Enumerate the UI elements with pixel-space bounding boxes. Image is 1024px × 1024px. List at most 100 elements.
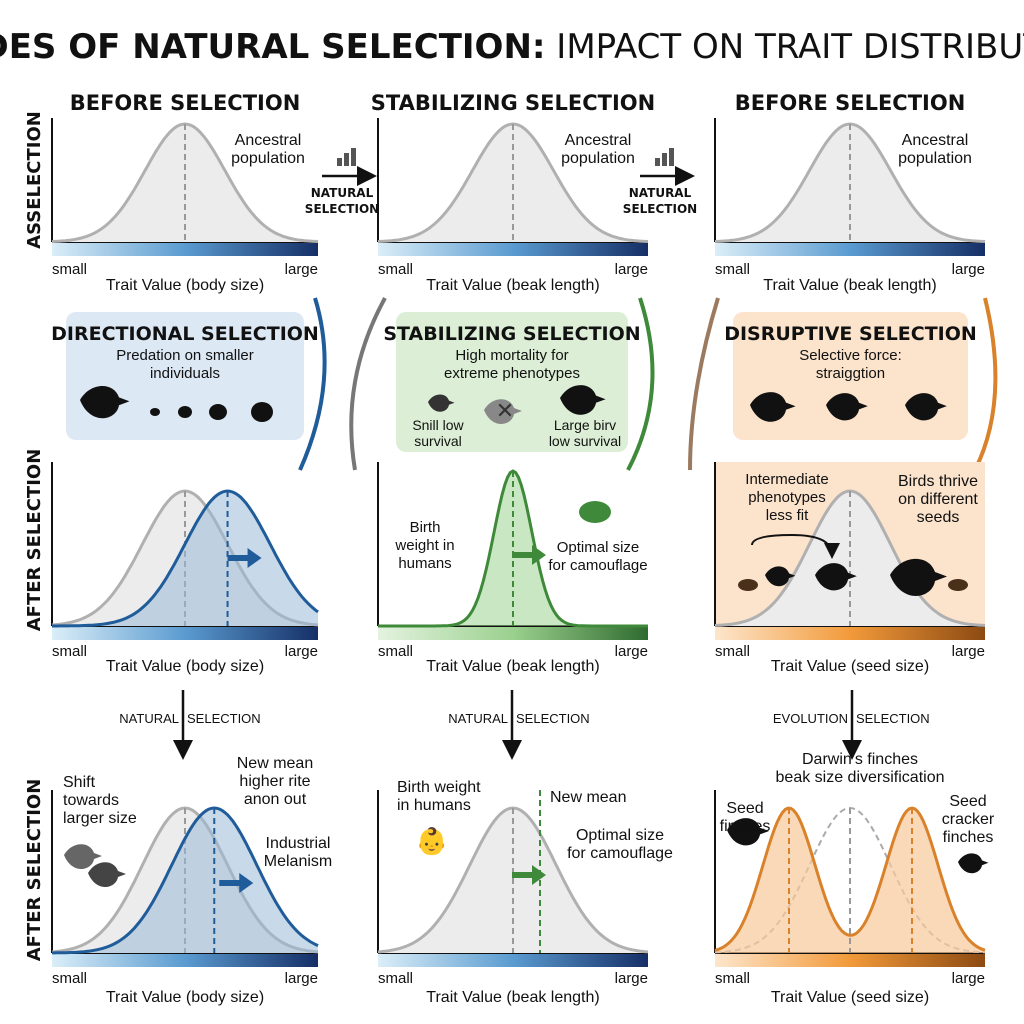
row4-col1-trait-gradient-bar xyxy=(378,953,648,967)
medium-bird-crossed-icon xyxy=(484,399,522,424)
birds-thrive-note: Birds thrive xyxy=(898,473,978,490)
moth-bird-icon xyxy=(88,862,126,887)
selection-box-title: DIRECTIONAL SELECTION xyxy=(51,323,319,345)
row1-col1-trait-gradient-bar xyxy=(378,242,648,256)
row-label: ASSELECTION xyxy=(24,111,45,249)
pointer-arrow xyxy=(751,533,840,559)
page-title: MODES OF NATURAL SELECTION: IMPACT ON TR… xyxy=(0,27,1024,67)
curved-flow-arrow xyxy=(626,297,655,471)
axis-title: Trait Value (body size) xyxy=(106,658,264,675)
row1-col2-trait-gradient-bar xyxy=(715,242,985,256)
finch-medium-beak-icon xyxy=(826,393,868,421)
axis-large-label: large xyxy=(615,643,648,660)
axis-large-label: large xyxy=(615,970,648,987)
industrial-melanism-note: Melanism xyxy=(264,853,332,870)
selection-box-subtitle: Predation on smaller xyxy=(116,347,254,364)
axis-large-label: large xyxy=(285,970,318,987)
curves-layer: ✕👶 xyxy=(51,118,998,967)
text-layer: BEFORE SELECTIONAncestralpopulationsmall… xyxy=(24,91,995,1006)
selection-box-subtitle: High mortality for xyxy=(455,347,568,364)
frog-icon xyxy=(579,501,611,523)
darwins-finches-note: beak size diversification xyxy=(776,769,945,786)
bimodal-curve xyxy=(714,806,986,952)
finch-icon xyxy=(958,853,989,874)
optimal-size-note: for camouflage xyxy=(567,845,673,862)
intermediate-note: less fit xyxy=(766,507,809,524)
new-mean-note: New mean xyxy=(550,789,626,806)
curved-flow-arrow xyxy=(298,297,327,471)
axis-title: Trait Value (beak length) xyxy=(426,658,599,675)
axis-large-label: large xyxy=(285,643,318,660)
seed-finches-note: finches xyxy=(720,818,771,835)
growth-chart-icon xyxy=(337,158,342,166)
new-mean-note: New mean xyxy=(237,755,313,772)
finch-large-beak-icon xyxy=(750,392,796,422)
selection-box-title: DISRUPTIVE SELECTION xyxy=(724,323,977,345)
large-bird-icon xyxy=(560,385,606,415)
row1-col0-trait-gradient-bar xyxy=(52,242,318,256)
new-mean-note: anon out xyxy=(244,791,307,808)
axis-title: Trait Value (body size) xyxy=(106,277,264,294)
ancestral-population-note: Ancestral xyxy=(902,132,969,149)
axis-large-label: large xyxy=(615,261,648,278)
axis-large-label: large xyxy=(952,970,985,987)
selection-box-subtitle: extreme phenotypes xyxy=(444,365,580,382)
selection-box-title: STABILIZING SELECTION xyxy=(383,323,640,345)
seeds-icon xyxy=(738,579,758,591)
natural-selection-label: NATURAL xyxy=(629,186,692,200)
small-survival-note: Snill low xyxy=(412,417,464,433)
birth-weight-note: in humans xyxy=(397,797,471,814)
axis-small-label: small xyxy=(715,261,750,278)
row3-col0-trait-gradient-bar xyxy=(52,626,318,640)
axis-title: Trait Value (beak length) xyxy=(426,277,599,294)
axis-small-label: small xyxy=(715,643,750,660)
selection-box-subtitle: Selective force: xyxy=(799,347,902,364)
darwins-finches-note: Darwin's finches xyxy=(802,751,918,768)
intermediate-note: Intermediate xyxy=(745,471,828,488)
seed-cracker-note: finches xyxy=(943,829,994,846)
large-survival-note: Large birv xyxy=(554,417,616,433)
down-arrow-left-label: EVOLUTION xyxy=(773,711,848,726)
natural-selection-label: SELECTION xyxy=(305,202,379,216)
finch-icon xyxy=(815,563,857,591)
column-heading: BEFORE SELECTION xyxy=(70,91,301,115)
optimal-size-note: for camouflage xyxy=(548,557,647,574)
optimal-size-note: Optimal size xyxy=(557,539,640,556)
ancestral-population-note: population xyxy=(898,150,972,167)
row-label: AFTER SELECTION xyxy=(24,779,45,962)
column-heading: BEFORE SELECTION xyxy=(735,91,966,115)
rising-bars-icon xyxy=(655,158,660,166)
curved-flow-arrow xyxy=(349,297,387,471)
large-survival-note: low survival xyxy=(549,433,621,449)
finch-icon xyxy=(765,566,796,587)
seed-cracker-note: cracker xyxy=(942,811,995,828)
birds-thrive-note: on different xyxy=(898,491,978,508)
insect-icon xyxy=(251,402,273,422)
shift-note: larger size xyxy=(63,810,137,827)
axis-large-label: large xyxy=(952,261,985,278)
ancestral-population-note: Ancestral xyxy=(235,132,302,149)
ancestral-population-note: population xyxy=(231,150,305,167)
row3-col2-trait-gradient-bar xyxy=(715,626,985,640)
row3-col0-selected-curve xyxy=(52,489,319,628)
new-mean-note: higher rite xyxy=(239,773,310,790)
row-label: AFTER SELECTION xyxy=(24,449,45,632)
selection-box-subtitle: individuals xyxy=(150,365,220,382)
ancestral-population-note: population xyxy=(561,150,635,167)
axis-title: Trait Value (seed size) xyxy=(771,658,929,675)
finch-icon xyxy=(727,818,769,846)
axis-small-label: small xyxy=(378,643,413,660)
baby-icon: 👶 xyxy=(416,826,448,856)
selection-box-0 xyxy=(66,312,304,440)
optimal-size-note: Optimal size xyxy=(576,827,664,844)
down-arrow-left-label: NATURAL xyxy=(448,711,508,726)
birth-weight-note: humans xyxy=(398,555,451,572)
seed-cracker-note: Seed xyxy=(949,793,986,810)
birth-weight-note: Birth xyxy=(410,519,441,536)
insect-icon xyxy=(178,406,192,418)
intermediate-note: phenotypes xyxy=(748,489,826,506)
natural-selection-label: NATURAL xyxy=(311,186,374,200)
down-arrow-right-label: SELECTION xyxy=(856,711,930,726)
insect-icon xyxy=(209,404,227,420)
